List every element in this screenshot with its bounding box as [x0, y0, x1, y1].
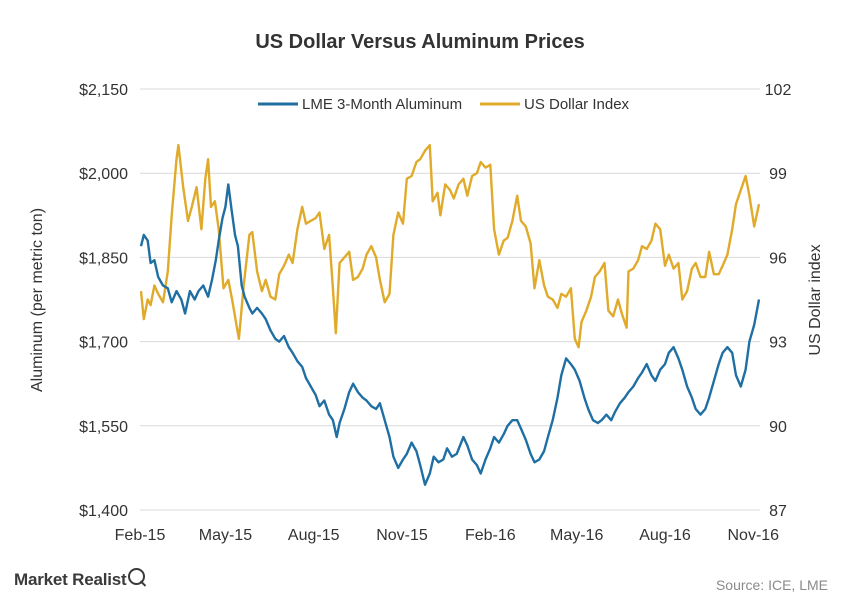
- x-tick-label: Aug-16: [639, 527, 691, 544]
- x-tick-label: Aug-15: [288, 527, 340, 544]
- y2-tick-label: 102: [765, 82, 792, 99]
- x-tick-label: Nov-16: [727, 527, 779, 544]
- magnifier-chart-icon: [128, 568, 146, 585]
- y-tick-label: $1,700: [79, 335, 128, 352]
- x-tick-label: May-16: [550, 527, 603, 544]
- legend-label-aluminum: LME 3-Month Aluminum: [302, 96, 462, 113]
- x-tick-label: Nov-15: [376, 527, 428, 544]
- legend: LME 3-Month Aluminum US Dollar Index: [258, 96, 630, 113]
- y2-tick-label: 90: [769, 419, 787, 436]
- y-tick-label: $2,000: [79, 166, 128, 183]
- y2-tick-label: 87: [769, 503, 787, 520]
- gridlines: [140, 88, 760, 511]
- source-note: Source: ICE, LME: [716, 577, 828, 593]
- x-tick-label: Feb-16: [465, 527, 516, 544]
- x-axis-ticks: Feb-15 May-15 Aug-15 Nov-15 Feb-16 May-16 Aug-…: [115, 527, 780, 544]
- y-tick-label: $1,850: [79, 250, 128, 267]
- series-line-dollar: [139, 143, 761, 349]
- brand-name: Market Realist: [14, 570, 127, 589]
- y2-tick-label: 96: [769, 250, 787, 267]
- y-tick-label: $2,150: [79, 82, 128, 99]
- y-axis-left-ticks: $1,400 $1,550 $1,700 $1,850 $2,000 $2,150: [79, 82, 128, 520]
- x-tick-label: May-15: [199, 527, 252, 544]
- series-line-aluminum: [139, 183, 761, 486]
- y-axis-right-label: US Dollar index: [807, 244, 824, 355]
- y-tick-label: $1,400: [79, 503, 128, 520]
- chart-title: US Dollar Versus Aluminum Prices: [255, 31, 584, 53]
- y2-tick-label: 93: [769, 335, 787, 352]
- brand-logo: Market Realist: [14, 568, 146, 590]
- series-lines: [139, 143, 761, 486]
- y-tick-label: $1,550: [79, 419, 128, 436]
- legend-label-dollar: US Dollar Index: [524, 96, 630, 113]
- y-axis-left-label: Aluminum (per metric ton): [29, 208, 46, 392]
- y2-tick-label: 99: [769, 166, 787, 183]
- y-axis-right-ticks: 87 90 93 96 99 102: [765, 82, 792, 520]
- x-tick-label: Feb-15: [115, 527, 166, 544]
